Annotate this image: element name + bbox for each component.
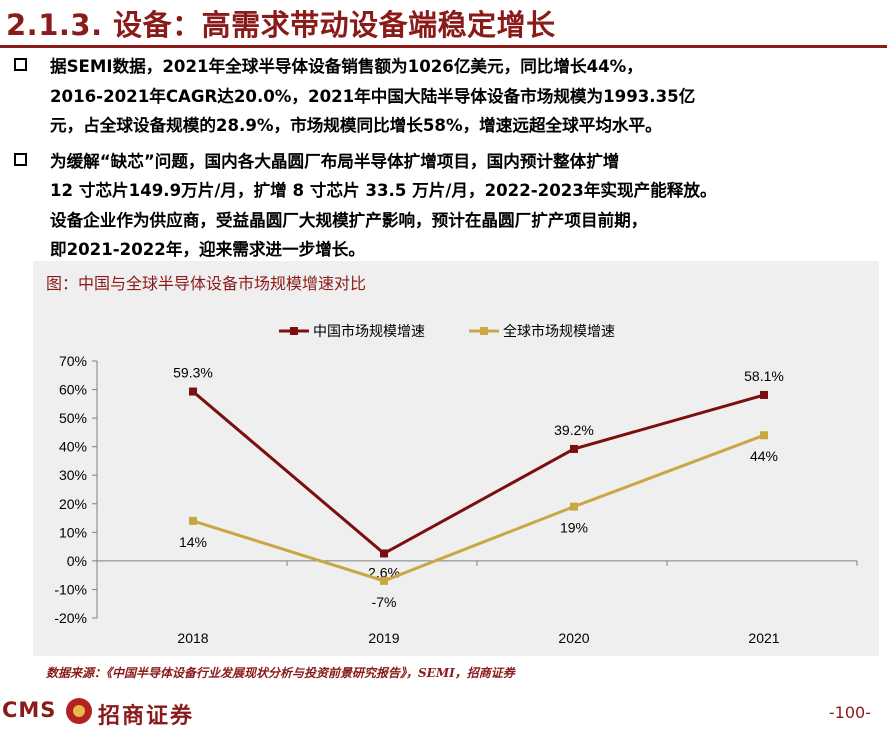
page-title: 2.1.3. 设备：高需求带动设备端稳定增长 [6, 8, 556, 42]
data-point-marker [380, 549, 388, 558]
data-label: 39.2% [554, 422, 594, 438]
data-point-marker [189, 516, 197, 525]
data-point-marker [380, 576, 388, 585]
y-tick-label: 20% [59, 496, 87, 512]
logo-cms-text: CMS [2, 698, 57, 722]
data-label: 14% [179, 534, 207, 550]
data-label: 58.1% [744, 368, 784, 384]
y-tick-label: 40% [59, 439, 87, 455]
bullet-item: 据SEMI数据，2021年全球半导体设备销售额为1026亿美元，同比增长44%，… [10, 52, 880, 141]
data-point-marker [760, 390, 768, 399]
legend-label: 全球市场规模增速 [503, 323, 615, 339]
bullet-text-line: 据SEMI数据，2021年全球半导体设备销售额为1026亿美元，同比增长44%， [50, 57, 643, 76]
chart-panel [33, 261, 879, 656]
y-tick-label: 60% [59, 382, 87, 398]
checkbox-bullet-icon [14, 152, 27, 166]
logo-badge-icon [66, 698, 92, 724]
bullet-list: 据SEMI数据，2021年全球半导体设备销售额为1026亿美元，同比增长44%，… [10, 52, 880, 271]
y-tick-label: 0% [67, 553, 87, 569]
bullet-text-line: 12 寸芯片149.9万片/月，扩增 8 寸芯片 33.5 万片/月，2022-… [50, 181, 717, 200]
bullet-text-line: 为缓解“缺芯”问题，国内各大晶圆厂布局半导体扩增项目，国内预计整体扩增 [50, 151, 620, 171]
data-label: 44% [750, 448, 778, 464]
y-tick-label: 30% [59, 467, 87, 483]
title-divider [0, 45, 887, 48]
data-point-marker [570, 502, 578, 511]
legend-marker [290, 327, 298, 335]
y-tick-label: -20% [54, 610, 87, 626]
data-source-note: 数据来源：《中国半导体设备行业发展现状分析与投资前景研究报告》，SEMI，招商证… [46, 666, 515, 680]
chart-caption: 图：中国与全球半导体设备市场规模增速对比 [46, 274, 367, 293]
checkbox-bullet-icon [14, 58, 27, 71]
page-number: -100- [828, 703, 871, 722]
legend-marker [480, 327, 488, 335]
logo-cn-text: 招商证券 [98, 703, 195, 729]
data-point-marker [760, 431, 768, 440]
bullet-text-line: 元，占全球设备规模的28.9%，市场规模同比增长58%，增速远超全球平均水平。 [50, 116, 662, 135]
legend-label: 中国市场规模增速 [313, 323, 425, 339]
x-tick-label: 2018 [177, 630, 208, 646]
y-tick-label: 50% [59, 410, 87, 426]
data-point-marker [189, 387, 197, 396]
series-line-global [192, 433, 765, 583]
y-tick-label: -10% [54, 581, 87, 597]
bullet-text-line: 设备企业作为供应商，受益晶圆厂大规模扩产影响，预计在晶圆厂扩产项目前期， [50, 210, 648, 230]
data-point-marker [570, 444, 578, 453]
bullet-item: 为缓解“缺芯”问题，国内各大晶圆厂布局半导体扩增项目，国内预计整体扩增 12 寸… [10, 147, 880, 265]
x-tick-label: 2020 [558, 630, 589, 646]
y-tick-label: 10% [59, 524, 87, 540]
series-line-china [192, 390, 765, 556]
bullet-text-line: 2016-2021年CAGR达20.0%，2021年中国大陆半导体设备市场规模为… [50, 86, 696, 106]
x-tick-label: 2019 [368, 630, 399, 646]
y-tick-label: 70% [59, 353, 87, 369]
bullet-text-line: 即2021-2022年，迎来需求进一步增长。 [50, 240, 365, 259]
data-label: -7% [372, 594, 397, 610]
data-label: 59.3% [173, 365, 213, 381]
data-label: 19% [560, 520, 588, 536]
x-tick-label: 2021 [748, 630, 779, 646]
